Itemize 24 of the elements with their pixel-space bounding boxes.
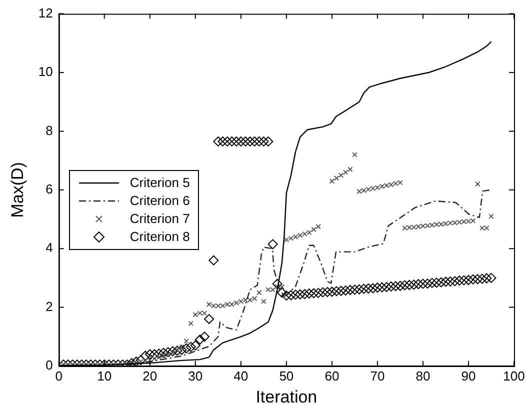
y-tick-label: 2	[46, 298, 53, 314]
x-tick-label: 30	[188, 368, 203, 384]
x-tick-label: 40	[234, 368, 248, 384]
y-tick-label: 4	[46, 240, 53, 256]
x-tick-label: 70	[370, 368, 385, 384]
x-tick-label: 90	[461, 368, 476, 384]
legend-label: Criterion 8	[130, 229, 190, 244]
x-tick-label: 100	[503, 368, 525, 384]
legend-label: Criterion 5	[130, 175, 190, 190]
x-tick-label: 10	[97, 368, 112, 384]
y-tick-label: 6	[46, 181, 53, 196]
legend-label: Criterion 6	[130, 193, 190, 208]
y-tick-label: 0	[46, 358, 53, 373]
y-axis-title: Max(D)	[8, 162, 27, 218]
x-tick-label: 20	[142, 368, 158, 384]
x-tick-label: 0	[55, 368, 62, 384]
x-tick-label: 50	[279, 368, 294, 384]
x-tick-label: 80	[416, 368, 430, 384]
y-tick-label: 8	[46, 122, 53, 138]
x-axis-title: Iteration	[256, 387, 318, 406]
y-tick-label: 12	[38, 5, 53, 20]
y-tick-label: 10	[38, 64, 53, 80]
x-tick-label: 60	[324, 368, 340, 384]
legend-label: Criterion 7	[130, 211, 190, 226]
